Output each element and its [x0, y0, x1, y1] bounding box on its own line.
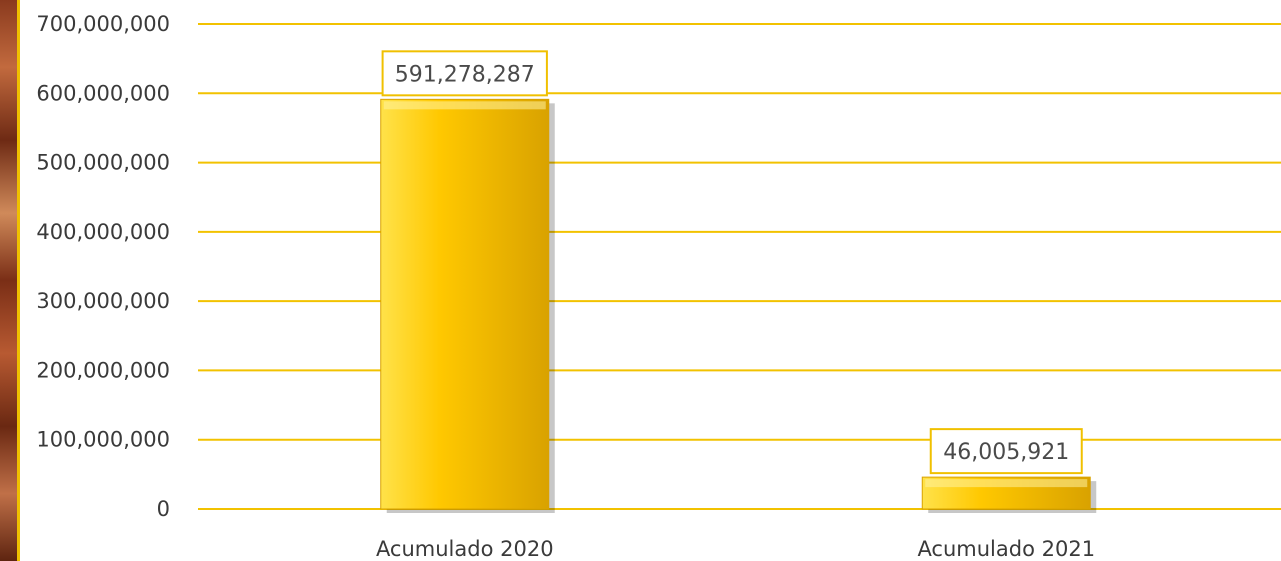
x-category-label: Acumulado 2020 — [376, 537, 554, 561]
x-axis-categories: Acumulado 2020 Acumulado 2021 — [376, 537, 1095, 561]
decorative-edge-strip — [0, 0, 20, 561]
y-tick-label: 600,000,000 — [36, 81, 170, 105]
y-tick-label: 200,000,000 — [36, 358, 170, 382]
y-axis-ticks: 0 100,000,000 200,000,000 300,000,000 400,00… — [36, 12, 170, 521]
data-label: 46,005,921 — [943, 440, 1069, 465]
y-tick-label: 500,000,000 — [36, 151, 170, 175]
y-tick-label: 100,000,000 — [36, 428, 170, 452]
bar-highlight — [925, 479, 1088, 488]
y-tick-label: 300,000,000 — [36, 289, 170, 313]
y-tick-label: 400,000,000 — [36, 220, 170, 244]
y-tick-label: 700,000,000 — [36, 12, 170, 36]
bar-highlight — [383, 101, 546, 110]
y-tick-label: 0 — [157, 497, 170, 521]
data-label-box — [381, 50, 548, 97]
data-label: 591,278,287 — [395, 62, 535, 87]
data-labels: 591,278,287 46,005,921 — [381, 50, 1083, 475]
data-label-box — [929, 428, 1083, 475]
bar — [380, 98, 550, 510]
x-category-label: Acumulado 2021 — [917, 537, 1095, 561]
bars — [380, 98, 1097, 513]
gridlines — [198, 23, 1281, 510]
